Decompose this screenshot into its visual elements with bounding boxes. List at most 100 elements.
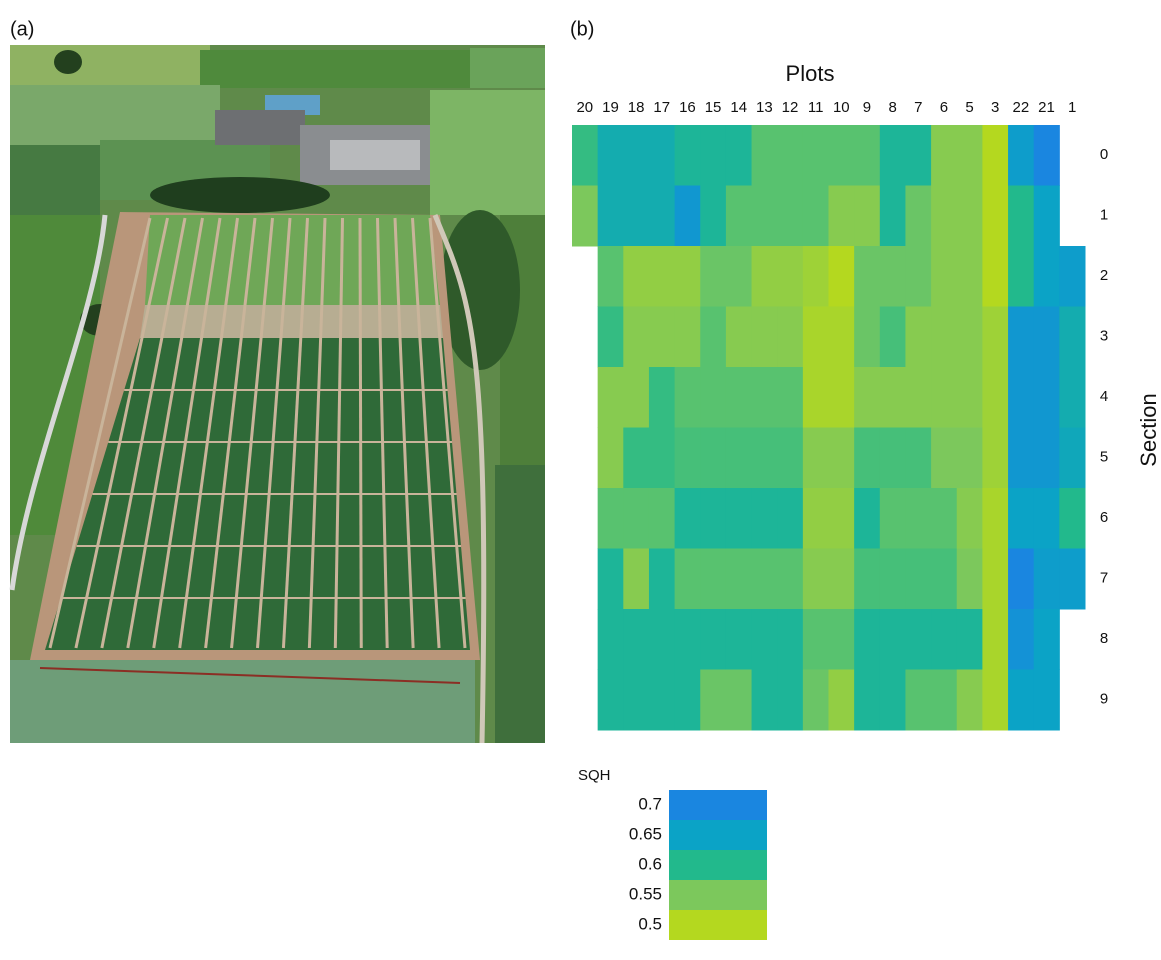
heat-cell: [1059, 246, 1085, 307]
heat-cell: [700, 246, 726, 307]
heat-cell: [957, 367, 983, 428]
aerial-photo: [10, 45, 545, 743]
heat-cell: [957, 186, 983, 247]
heat-cell: [1008, 488, 1034, 549]
heat-cell: [880, 307, 906, 368]
x-tick-label: 8: [888, 99, 896, 116]
heat-cell: [854, 670, 880, 731]
y-tick-label: 0: [1100, 146, 1108, 163]
heat-cell: [982, 549, 1008, 610]
heat-cell: [880, 367, 906, 428]
heat-cell: [803, 246, 829, 307]
heat-cell: [1059, 367, 1085, 428]
heat-cell: [752, 246, 778, 307]
heat-cell: [829, 488, 855, 549]
heat-cell: [829, 186, 855, 247]
heat-cell: [726, 367, 752, 428]
heat-cell: [854, 428, 880, 489]
heat-cell: [1059, 428, 1085, 489]
colorbar-label: 0.6: [638, 854, 662, 873]
heat-cell: [1059, 307, 1085, 368]
heat-cell: [623, 246, 649, 307]
heat-cell: [752, 186, 778, 247]
plot-path: [360, 218, 361, 648]
heat-cell: [598, 428, 624, 489]
heat-cell: [675, 246, 701, 307]
heat-cell: [982, 186, 1008, 247]
heat-cell: [700, 609, 726, 670]
heat-cell: [880, 246, 906, 307]
heat-cell: [957, 549, 983, 610]
heat-cell: [880, 670, 906, 731]
heat-cell: [905, 428, 931, 489]
x-tick-label: 7: [914, 99, 922, 116]
heat-cell: [1059, 549, 1085, 610]
heat-cell: [777, 125, 803, 186]
heat-cell: [905, 246, 931, 307]
x-tick-label: 19: [602, 99, 619, 116]
heat-cell: [649, 186, 675, 247]
heat-cell: [1034, 186, 1060, 247]
heat-cell: [1034, 428, 1060, 489]
axis-label: Section: [1136, 393, 1161, 466]
heat-cell: [905, 125, 931, 186]
heat-cell: [880, 549, 906, 610]
heat-cell: [803, 125, 829, 186]
heat-cell: [982, 367, 1008, 428]
heat-cell: [957, 428, 983, 489]
heat-cell: [598, 246, 624, 307]
heat-cell: [598, 670, 624, 731]
heat-cell: [675, 125, 701, 186]
heat-cell: [931, 186, 957, 247]
heat-cell: [957, 670, 983, 731]
heat-cell: [982, 488, 1008, 549]
heat-cell: [829, 670, 855, 731]
heat-cell: [1034, 609, 1060, 670]
heat-cell: [700, 125, 726, 186]
heat-cell: [726, 428, 752, 489]
heat-cell: [1034, 246, 1060, 307]
heat-cell: [1008, 307, 1034, 368]
heat-cell: [931, 125, 957, 186]
heat-cell: [752, 125, 778, 186]
heat-cell: [623, 367, 649, 428]
heat-cell: [675, 488, 701, 549]
heat-cell: [598, 609, 624, 670]
x-tick-label: 9: [863, 99, 871, 116]
heat-cell: [675, 549, 701, 610]
heat-cell: [700, 186, 726, 247]
heat-cell: [726, 186, 752, 247]
heat-cell: [957, 307, 983, 368]
heat-cell: [1008, 367, 1034, 428]
heat-cell: [623, 125, 649, 186]
heat-cell: [982, 125, 1008, 186]
heat-cell: [957, 609, 983, 670]
heat-cell: [726, 549, 752, 610]
y-tick-label: 9: [1100, 691, 1108, 708]
y-tick-label: 2: [1100, 267, 1108, 284]
heat-cell: [931, 246, 957, 307]
heat-cell: [752, 488, 778, 549]
y-tick-label: 1: [1100, 207, 1108, 224]
heat-cell: [598, 125, 624, 186]
heat-cell: [572, 186, 598, 247]
colorbar-label: 0.55: [629, 884, 662, 903]
x-tick-label: 13: [756, 99, 773, 116]
panel-label: (a): [10, 18, 34, 40]
y-tick-label: 8: [1100, 630, 1108, 647]
heat-cell: [1008, 549, 1034, 610]
heat-cell: [931, 307, 957, 368]
heat-cell: [752, 609, 778, 670]
heat-cell: [726, 125, 752, 186]
heat-cell: [752, 428, 778, 489]
panel-label: (b): [570, 18, 594, 40]
x-tick-label: 22: [1013, 99, 1030, 116]
heat-cell: [1008, 186, 1034, 247]
heat-cell: [726, 488, 752, 549]
heat-cell: [880, 609, 906, 670]
heat-cell: [649, 246, 675, 307]
heat-cell: [803, 428, 829, 489]
heat-cell: [829, 367, 855, 428]
heat-cell: [905, 488, 931, 549]
heat-cell: [700, 428, 726, 489]
